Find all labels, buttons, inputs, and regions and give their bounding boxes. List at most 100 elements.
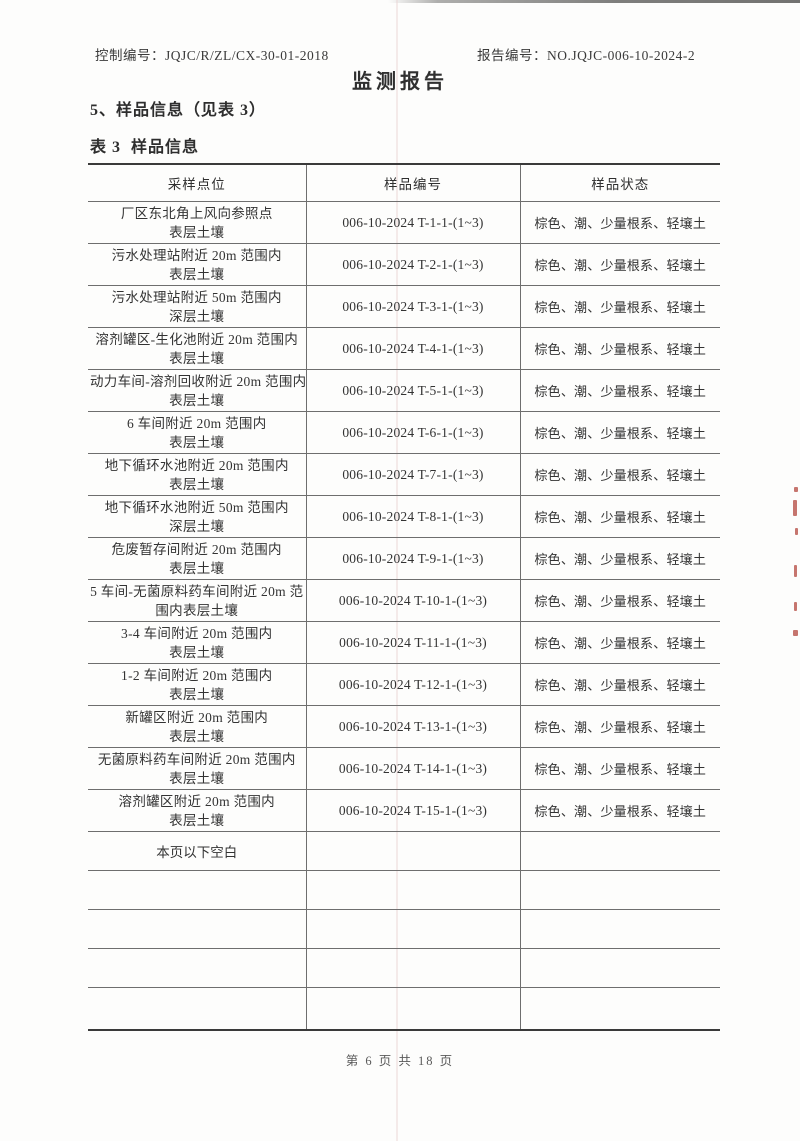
stamp-fragment [794, 602, 797, 611]
cell-empty [519, 831, 720, 871]
location-line-1: 地下循环水池附近 20m 范围内 [104, 457, 289, 473]
table-row: 溶剂罐区-生化池附近 20m 范围内 表层土壤 006-10-2024 T-4-1… [88, 327, 720, 370]
cell-empty [88, 988, 306, 1031]
cell-location: 污水处理站附近 20m 范围内 表层土壤 [88, 243, 306, 286]
cell-status: 棕色、潮、少量根系、轻壤土 [519, 453, 720, 496]
cell-blank-note: 本页以下空白 [88, 831, 306, 871]
cell-status: 棕色、潮、少量根系、轻壤土 [519, 201, 720, 244]
cell-location: 新罐区附近 20m 范围内 表层土壤 [88, 705, 306, 748]
location-line-2: 表层土壤 [169, 812, 225, 828]
location-line-1: 3-4 车间附近 20m 范围内 [121, 625, 273, 641]
stamp-fragment [793, 500, 797, 516]
location-line-2: 表层土壤 [169, 476, 225, 492]
header-cell-sample-id: 样品编号 [305, 164, 520, 202]
cell-location: 地下循环水池附近 20m 范围内 表层土壤 [88, 453, 306, 496]
cell-empty [305, 948, 520, 988]
cell-location: 动力车间-溶剂回收附近 20m 范围内 表层土壤 [88, 369, 306, 412]
location-line-2: 表层土壤 [169, 686, 225, 702]
cell-empty [305, 870, 520, 910]
location-line-2: 表层土壤 [169, 644, 225, 660]
cell-location: 3-4 车间附近 20m 范围内 表层土壤 [88, 621, 306, 664]
cell-sample-id: 006-10-2024 T-9-1-(1~3) [305, 537, 520, 580]
stamp-fragment [794, 487, 798, 492]
location-line-2: 表层土壤 [169, 434, 225, 450]
empty-row [88, 987, 720, 1031]
cell-sample-id: 006-10-2024 T-2-1-(1~3) [305, 243, 520, 286]
page-title: 监测报告 [352, 71, 448, 93]
cell-empty [305, 987, 520, 1030]
control-number-label: 控制编号： [95, 48, 165, 63]
cell-empty [519, 870, 720, 910]
cell-location: 厂区东北角上风向参照点 表层土壤 [88, 201, 306, 244]
location-line-1: 6 车间附近 20m 范围内 [126, 415, 267, 431]
cell-status: 棕色、潮、少量根系、轻壤土 [519, 621, 720, 664]
location-line-1: 动力车间-溶剂回收附近 20m 范围内 [90, 373, 306, 389]
cell-sample-id: 006-10-2024 T-6-1-(1~3) [305, 411, 520, 454]
cell-sample-id: 006-10-2024 T-1-1-(1~3) [305, 201, 520, 244]
control-number-value: JQJC/R/ZL/CX-30-01-2018 [165, 48, 329, 63]
stamp-fragment [793, 630, 798, 636]
report-number-value: NO.JQJC-006-10-2024-2 [547, 48, 696, 63]
cell-status: 棕色、潮、少量根系、轻壤土 [519, 285, 720, 328]
cell-status: 棕色、潮、少量根系、轻壤土 [519, 579, 720, 622]
blank-note-row: 本页以下空白 [88, 831, 720, 871]
cell-status: 棕色、潮、少量根系、轻壤土 [519, 747, 720, 790]
cell-empty [519, 909, 720, 949]
cell-location: 6 车间附近 20m 范围内 表层土壤 [88, 411, 306, 454]
stamp-fragment [795, 528, 798, 535]
cell-sample-id: 006-10-2024 T-11-1-(1~3) [305, 621, 520, 664]
cell-status: 棕色、潮、少量根系、轻壤土 [519, 495, 720, 538]
stamp-fragment [794, 565, 797, 577]
report-number-label: 报告编号： [477, 48, 547, 63]
empty-row [88, 870, 720, 910]
table-row: 1-2 车间附近 20m 范围内 表层土壤 006-10-2024 T-12-1-… [88, 663, 720, 706]
cell-empty [88, 909, 306, 949]
cell-sample-id: 006-10-2024 T-12-1-(1~3) [305, 663, 520, 706]
cell-status: 棕色、潮、少量根系、轻壤土 [519, 663, 720, 706]
sample-info-table: 采样点位 样品编号 样品状态 厂区东北角上风向参照点 表层土壤 006-10-20… [88, 163, 720, 1031]
table-row: 危废暂存间附近 20m 范围内 表层土壤 006-10-2024 T-9-1-(1… [88, 537, 720, 580]
table-row: 地下循环水池附近 50m 范围内 深层土壤 006-10-2024 T-8-1-(… [88, 495, 720, 538]
location-line-2: 表层土壤 [169, 266, 225, 282]
header-cell-status: 样品状态 [519, 164, 720, 202]
section-heading: 5、样品信息（见表 3） [90, 102, 267, 119]
location-line-2: 围内表层土壤 [155, 602, 239, 618]
cell-sample-id: 006-10-2024 T-5-1-(1~3) [305, 369, 520, 412]
header-cell-location: 采样点位 [88, 164, 306, 202]
location-line-1: 危废暂存间附近 20m 范围内 [111, 541, 282, 557]
table-row: 新罐区附近 20m 范围内 表层土壤 006-10-2024 T-13-1-(1~… [88, 705, 720, 748]
location-line-2: 深层土壤 [169, 308, 225, 324]
location-line-1: 厂区东北角上风向参照点 [120, 205, 273, 221]
location-line-2: 表层土壤 [169, 392, 225, 408]
cell-location: 5 车间-无菌原料药车间附近 20m 范围内表层土壤 [88, 579, 306, 622]
location-line-1: 溶剂罐区附近 20m 范围内 [118, 793, 275, 809]
table-row: 6 车间附近 20m 范围内 表层土壤 006-10-2024 T-6-1-(1~… [88, 411, 720, 454]
cell-sample-id: 006-10-2024 T-15-1-(1~3) [305, 789, 520, 832]
cell-sample-id: 006-10-2024 T-3-1-(1~3) [305, 285, 520, 328]
location-line-2: 表层土壤 [169, 770, 225, 786]
location-line-1: 5 车间-无菌原料药车间附近 20m 范 [90, 583, 304, 599]
cell-sample-id: 006-10-2024 T-7-1-(1~3) [305, 453, 520, 496]
location-line-2: 表层土壤 [169, 728, 225, 744]
location-line-2: 表层土壤 [169, 350, 225, 366]
location-line-2: 表层土壤 [169, 560, 225, 576]
table-row: 污水处理站附近 20m 范围内 表层土壤 006-10-2024 T-2-1-(1… [88, 243, 720, 286]
location-line-1: 地下循环水池附近 50m 范围内 [104, 499, 289, 515]
location-line-1: 新罐区附近 20m 范围内 [125, 709, 269, 725]
report-number-line: 报告编号：NO.JQJC-006-10-2024-2 [477, 44, 695, 64]
location-line-1: 污水处理站附近 20m 范围内 [111, 247, 282, 263]
cell-location: 无菌原料药车间附近 20m 范围内 表层土壤 [88, 747, 306, 790]
cell-status: 棕色、潮、少量根系、轻壤土 [519, 411, 720, 454]
table-row: 地下循环水池附近 20m 范围内 表层土壤 006-10-2024 T-7-1-(… [88, 453, 720, 496]
cell-sample-id: 006-10-2024 T-4-1-(1~3) [305, 327, 520, 370]
cell-location: 危废暂存间附近 20m 范围内 表层土壤 [88, 537, 306, 580]
table-row: 动力车间-溶剂回收附近 20m 范围内 表层土壤 006-10-2024 T-5-… [88, 369, 720, 412]
cell-status: 棕色、潮、少量根系、轻壤土 [519, 327, 720, 370]
cell-status: 棕色、潮、少量根系、轻壤土 [519, 789, 720, 832]
cell-location: 污水处理站附近 50m 范围内 深层土壤 [88, 285, 306, 328]
cell-location: 1-2 车间附近 20m 范围内 表层土壤 [88, 663, 306, 706]
cell-location: 溶剂罐区附近 20m 范围内 表层土壤 [88, 789, 306, 832]
cell-empty [305, 909, 520, 949]
table-header-row: 采样点位 样品编号 样品状态 [88, 164, 720, 202]
